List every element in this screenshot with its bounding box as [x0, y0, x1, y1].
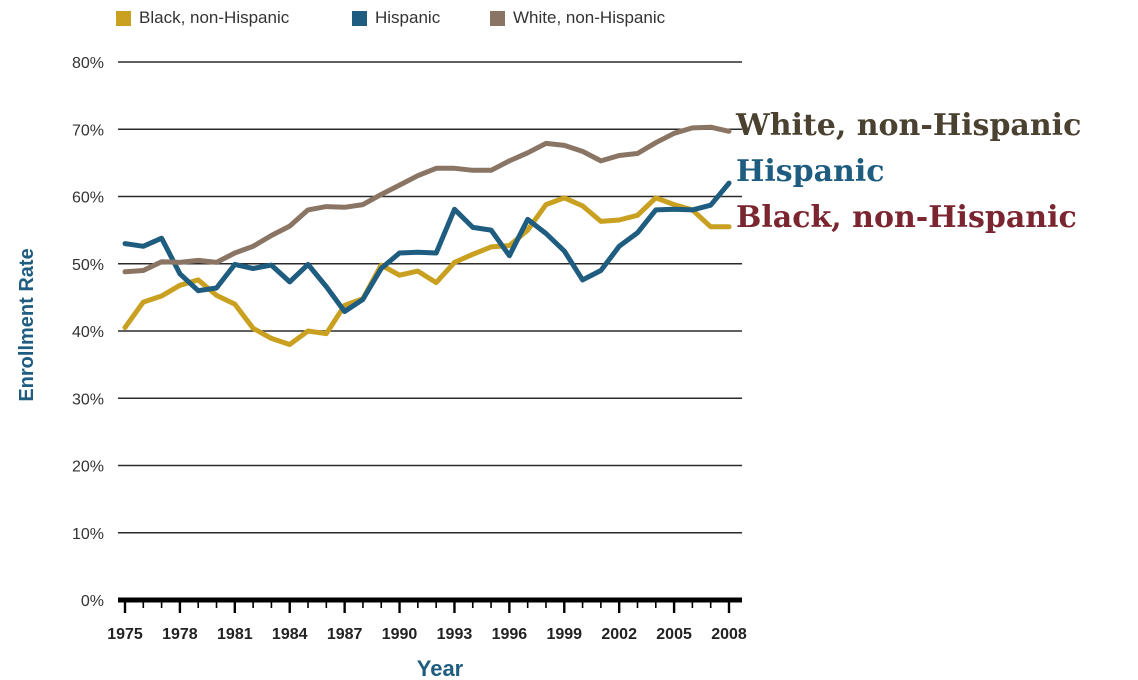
x-tick-label: 1996	[492, 626, 528, 643]
end-label-black: Black, non-Hispanic	[736, 200, 1077, 235]
y-tick-label: 0%	[81, 593, 104, 610]
legend-swatch-hispanic	[352, 10, 367, 26]
x-tick-label: 1987	[327, 626, 363, 643]
legend-swatch-black	[116, 10, 131, 26]
y-tick-label: 70%	[72, 122, 104, 139]
series-line-black	[122, 195, 732, 347]
legend-item-white: White, non-Hispanic	[490, 8, 665, 28]
y-tick-label: 20%	[72, 459, 104, 476]
y-axis-title: Enrollment Rate	[16, 248, 38, 401]
x-tick-label: 2005	[656, 626, 692, 643]
x-tick-label: 1981	[217, 626, 253, 643]
x-tick-label: 2008	[711, 626, 747, 643]
x-tick-label: 1984	[272, 626, 308, 643]
x-tick-label: 1999	[546, 626, 582, 643]
legend-swatch-white	[490, 10, 505, 26]
y-tick-label: 60%	[72, 190, 104, 207]
x-tick-label: 1978	[162, 626, 198, 643]
series-line-hispanic	[122, 180, 732, 314]
end-label-white: White, non-Hispanic	[736, 108, 1082, 143]
x-tick-label: 2002	[601, 626, 637, 643]
x-tick-label: 1990	[382, 626, 418, 643]
y-tick-label: 80%	[72, 55, 104, 72]
x-axis-title: Year	[417, 656, 464, 680]
y-tick-label: 40%	[72, 324, 104, 341]
legend-item-hispanic: Hispanic	[352, 8, 440, 28]
series-lines	[122, 124, 732, 347]
gridlines	[118, 61, 742, 534]
end-label-hispanic: Hispanic	[736, 154, 885, 189]
legend-label-black: Black, non-Hispanic	[139, 8, 290, 27]
x-tick-label: 1975	[107, 626, 143, 643]
x-tick-label: 1993	[437, 626, 473, 643]
legend-label-white: White, non-Hispanic	[513, 8, 666, 27]
y-tick-labels: 0% 10% 20% 30% 40% 50% 60% 70% 80%	[72, 55, 104, 610]
series-line-white	[122, 124, 732, 275]
y-tick-label: 10%	[72, 526, 104, 543]
y-tick-label: 50%	[72, 257, 104, 274]
legend-label-hispanic: Hispanic	[375, 8, 441, 27]
legend-item-black: Black, non-Hispanic	[116, 8, 289, 28]
x-axis: 1975 1978 1981 1984 1987 1990 1993 1996 1999 2002…	[107, 597, 747, 643]
y-tick-label: 30%	[72, 391, 104, 408]
